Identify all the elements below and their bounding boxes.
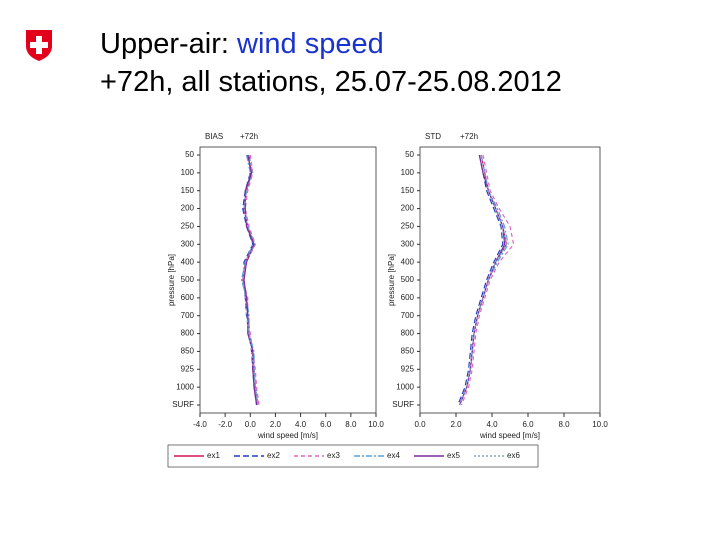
legend-label: ex6 [507, 451, 520, 460]
y-tick-label: 50 [185, 150, 194, 159]
y-tick-label: 400 [181, 257, 195, 266]
x-tick-label: 0.0 [245, 420, 257, 429]
panel-subtitle: +72h [240, 132, 258, 141]
x-tick-label: 10.0 [368, 420, 384, 429]
title-lead: Upper-air: [100, 28, 229, 60]
y-tick-label: 150 [401, 186, 415, 195]
y-tick-label: 200 [181, 204, 195, 213]
y-tick-label: 800 [401, 329, 415, 338]
y-tick-label: 925 [181, 364, 195, 373]
y-tick-label: 300 [401, 239, 415, 248]
y-tick-label: 50 [405, 150, 414, 159]
y-tick-label: SURF [172, 400, 194, 409]
y-axis-label: pressure [hPa] [387, 254, 396, 306]
y-tick-label: SURF [392, 400, 414, 409]
y-tick-label: 200 [401, 204, 415, 213]
y-tick-label: 250 [181, 222, 195, 231]
y-tick-label: 1000 [176, 382, 194, 391]
x-tick-label: 8.0 [558, 420, 570, 429]
profile-line [240, 154, 259, 406]
x-tick-label: 8.0 [345, 420, 357, 429]
legend-label: ex2 [267, 451, 280, 460]
y-axis-label: pressure [hPa] [167, 254, 176, 306]
y-tick-label: 400 [401, 257, 415, 266]
legend-label: ex3 [327, 451, 340, 460]
y-tick-label: 300 [181, 239, 195, 248]
swiss-logo [26, 30, 52, 61]
y-tick-label: 150 [181, 186, 195, 195]
y-tick-label: 500 [401, 275, 415, 284]
x-tick-label: 4.0 [295, 420, 307, 429]
y-tick-label: 700 [181, 311, 195, 320]
x-axis-label: wind speed [m/s] [479, 431, 540, 440]
x-tick-label: -2.0 [218, 420, 232, 429]
profile-line [459, 154, 508, 406]
x-tick-label: 10.0 [592, 420, 608, 429]
legend-box [167, 444, 539, 468]
x-tick-label: 6.0 [320, 420, 332, 429]
y-tick-label: 250 [401, 222, 415, 231]
title-topic: wind speed [237, 28, 384, 60]
y-tick-label: 600 [181, 293, 195, 302]
title: Upper-air: wind speed [100, 28, 384, 61]
x-tick-label: 2.0 [270, 420, 282, 429]
x-tick-label: -4.0 [193, 420, 207, 429]
legend-label: ex4 [387, 451, 400, 460]
legend-label: ex5 [447, 451, 460, 460]
y-tick-label: 700 [401, 311, 415, 320]
y-tick-label: 100 [401, 168, 415, 177]
y-tick-label: 500 [181, 275, 195, 284]
profile-line [457, 154, 504, 406]
y-tick-label: 600 [401, 293, 415, 302]
x-tick-label: 0.0 [414, 420, 426, 429]
x-tick-label: 2.0 [450, 420, 462, 429]
profile-line [460, 154, 515, 406]
y-tick-label: 800 [181, 329, 195, 338]
y-tick-label: 100 [181, 168, 195, 177]
y-tick-label: 850 [181, 347, 195, 356]
profile-line [242, 154, 260, 406]
profile-line [243, 154, 258, 406]
y-tick-label: 925 [401, 364, 415, 373]
panel-subtitle: +72h [460, 132, 478, 141]
panel-title: STD [425, 132, 441, 141]
legend-label: ex1 [207, 451, 220, 460]
x-tick-label: 4.0 [486, 420, 498, 429]
x-axis-label: wind speed [m/s] [257, 431, 318, 440]
chart: BIAS +72h 50 100 150 200 250 300 400 500 600 700 800… [160, 100, 640, 490]
panel-title: BIAS [205, 132, 223, 141]
subtitle: +72h, all stations, 25.07-25.08.2012 [100, 66, 562, 98]
x-tick-label: 6.0 [522, 420, 534, 429]
y-tick-label: 850 [401, 347, 415, 356]
y-tick-label: 1000 [396, 382, 414, 391]
